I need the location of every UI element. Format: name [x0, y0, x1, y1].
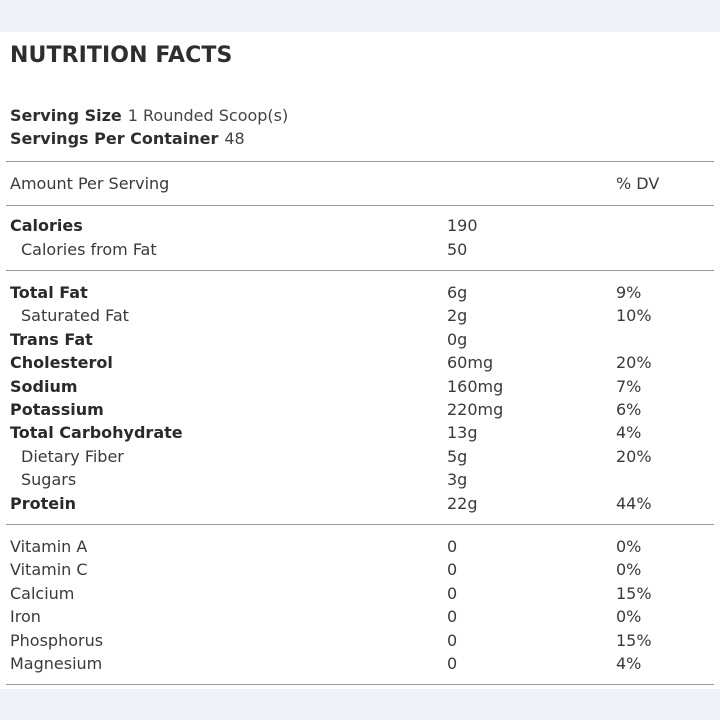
nutrient-row: Cholesterol 60mg 20% — [0, 351, 720, 374]
nutrient-daily-value: 9% — [616, 283, 642, 302]
nutrient-amount: 0g — [447, 329, 468, 349]
divider — [6, 161, 714, 162]
nutrient-row: Total Carbohydrate 13g 4% — [0, 421, 720, 444]
nutrient-amount: 50 — [447, 239, 468, 259]
nutrient-name: Calories from Fat — [21, 239, 157, 259]
nutrient-row: Sodium 160mg 7% — [0, 375, 720, 398]
nutrient-name: Potassium — [10, 400, 104, 419]
divider — [6, 524, 714, 525]
nutrient-name: Magnesium — [10, 654, 103, 673]
nutrient-row: Total Fat 6g 9% — [0, 281, 720, 304]
nutrient-daily-value: 15% — [616, 583, 652, 603]
nutrient-amount: 220mg — [447, 400, 504, 419]
nutrient-name: Vitamin C — [10, 560, 88, 580]
nutrient-amount: 6g — [447, 283, 468, 302]
nutrient-row: Magnesium 0 4% — [0, 652, 720, 675]
divider — [6, 205, 714, 206]
nutrient-row: Trans Fat 0g — [0, 328, 720, 351]
nutrient-name: Total Carbohydrate — [10, 423, 183, 443]
nutrient-name: Dietary Fiber — [21, 446, 124, 466]
nutrient-amount: 190 — [447, 216, 478, 235]
nutrient-name: Sugars — [21, 470, 77, 490]
nutrient-row: Calories 190 — [0, 214, 720, 237]
nutrient-daily-value: 10% — [616, 306, 652, 326]
nutrient-daily-value: 0% — [616, 537, 642, 556]
nutrient-name: Saturated Fat — [21, 306, 129, 326]
serving-size-value: 1 Rounded Scoop(s) — [127, 106, 289, 125]
nutrient-amount: 22g — [447, 493, 478, 513]
nutrient-row: Vitamin C 0 0% — [0, 558, 720, 581]
serving-size-label: Serving Size — [10, 106, 122, 125]
nutrient-amount: 13g — [447, 423, 478, 443]
nutrient-daily-value: 4% — [616, 654, 642, 673]
nutrient-name: Sodium — [10, 376, 78, 396]
nutrient-name: Trans Fat — [10, 329, 93, 349]
servings-per-container-value: 48 — [224, 129, 245, 148]
servings-per-container: Servings Per Container 48 — [10, 129, 245, 148]
nutrient-name: Calcium — [10, 583, 75, 603]
nutrient-amount: 0 — [447, 583, 458, 603]
nutrient-row: Protein 22g 44% — [0, 492, 720, 515]
header-row: Amount Per Serving % DV — [0, 172, 720, 195]
nutrient-row: Dietary Fiber 5g 20% — [0, 445, 720, 468]
nutrient-daily-value: 20% — [616, 353, 652, 373]
nutrient-name: Phosphorus — [10, 630, 104, 650]
nutrient-name: Vitamin A — [10, 537, 88, 556]
nutrient-name: Total Fat — [10, 283, 88, 302]
nutrient-amount: 0 — [447, 607, 458, 627]
nutrient-daily-value: 0% — [616, 607, 642, 627]
nutrient-name: Calories — [10, 216, 83, 235]
nutrient-row: Calories from Fat 50 — [0, 238, 720, 261]
servings-per-container-label: Servings Per Container — [10, 129, 219, 148]
nutrient-daily-value: 20% — [616, 446, 652, 466]
nutrient-amount: 160mg — [447, 376, 504, 396]
nutrient-amount: 2g — [447, 306, 468, 326]
nutrient-row: Iron 0 0% — [0, 605, 720, 628]
serving-size: Serving Size 1 Rounded Scoop(s) — [10, 106, 288, 125]
nutrient-name: Protein — [10, 493, 76, 513]
nutrient-row: Potassium 220mg 6% — [0, 398, 720, 421]
nutrient-row: Vitamin A 0 0% — [0, 535, 720, 558]
nutrient-row: Sugars 3g — [0, 468, 720, 491]
nutrient-row: Saturated Fat 2g 10% — [0, 304, 720, 327]
nutrient-amount: 0 — [447, 537, 458, 556]
nutrition-facts-panel: NUTRITION FACTS Serving Size 1 Rounded Sc… — [0, 32, 720, 689]
nutrient-row: Phosphorus 0 15% — [0, 629, 720, 652]
nutrient-name: Cholesterol — [10, 353, 113, 373]
nutrient-name: Iron — [10, 607, 41, 627]
amount-per-serving-label: Amount Per Serving — [10, 174, 170, 193]
nutrient-daily-value: 0% — [616, 560, 642, 580]
divider — [6, 270, 714, 271]
nutrient-daily-value: 7% — [616, 376, 642, 396]
nutrient-daily-value: 6% — [616, 400, 642, 419]
nutrient-daily-value: 44% — [616, 493, 652, 513]
nutrient-amount: 5g — [447, 446, 468, 466]
divider — [6, 684, 714, 685]
nutrient-row: Calcium 0 15% — [0, 582, 720, 605]
nutrient-amount: 0 — [447, 560, 458, 580]
dv-header-label: % DV — [616, 174, 660, 193]
nutrient-amount: 0 — [447, 630, 458, 650]
nutrient-amount: 60mg — [447, 353, 494, 373]
nutrient-amount: 0 — [447, 654, 458, 673]
nutrient-daily-value: 15% — [616, 630, 652, 650]
page-title: NUTRITION FACTS — [10, 43, 233, 68]
nutrient-daily-value: 4% — [616, 423, 642, 443]
nutrient-amount: 3g — [447, 470, 468, 490]
